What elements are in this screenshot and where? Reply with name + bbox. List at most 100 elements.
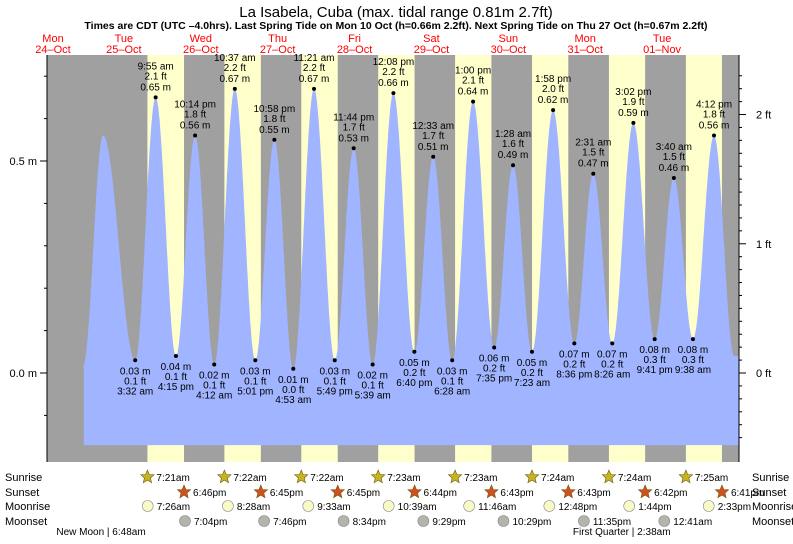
low-tide-point xyxy=(133,358,138,363)
low-tide-feet: 0.1 ft xyxy=(441,376,463,387)
high-tide-time: 10:37 am xyxy=(214,53,256,64)
sunset-icon xyxy=(484,484,499,499)
high-tide-feet: 1.5 ft xyxy=(582,148,604,159)
low-tide-meters: 0.03 m xyxy=(120,366,151,377)
sunset-icon xyxy=(330,484,346,499)
high-tide-time: 11:44 pm xyxy=(333,112,374,123)
low-tide-point xyxy=(291,366,296,371)
sunset-icon xyxy=(560,484,576,499)
moonset-icon xyxy=(497,515,510,527)
sunrise-time: 7:23am xyxy=(387,473,420,484)
sunset-time: 6:45pm xyxy=(270,488,303,499)
low-tide-meters: 0.07 m xyxy=(559,349,590,360)
sunset-time: 6:46pm xyxy=(193,488,226,499)
low-tide-time: 5:39 am xyxy=(355,391,391,402)
sunset-time: 6:43pm xyxy=(577,488,610,499)
high-tide-feet: 1.7 ft xyxy=(422,131,444,142)
high-tide-meters: 0.67 m xyxy=(220,74,251,85)
high-tide-point xyxy=(551,108,556,113)
high-tide-point xyxy=(471,99,476,104)
moonrise-time: 12:48pm xyxy=(558,502,597,513)
low-tide-meters: 0.03 m xyxy=(240,366,271,377)
sunset-icon xyxy=(253,484,269,499)
moonrise-time: 10:39am xyxy=(398,502,437,513)
day-date: 26–Oct xyxy=(183,44,218,56)
high-tide-feet: 1.5 ft xyxy=(663,152,685,163)
y-left-tick-label: 0.0 m xyxy=(9,368,37,380)
moonset-time: 12:41am xyxy=(673,517,712,528)
low-tide-point xyxy=(173,354,178,359)
moonset-time: 11:35pm xyxy=(593,517,631,528)
low-tide-feet: 0.0 ft xyxy=(282,385,304,396)
sunset-icon xyxy=(407,484,422,499)
high-tide-feet: 1.8 ft xyxy=(703,110,725,121)
moonset-time: 10:29pm xyxy=(512,517,551,528)
moonset-icon xyxy=(658,515,671,527)
high-tide-meters: 0.67 m xyxy=(299,74,330,85)
moonset-time: 8:34pm xyxy=(353,517,386,528)
y-left-tick-label: 0.5 m xyxy=(9,156,37,168)
low-tide-time: 8:36 pm xyxy=(556,369,592,380)
high-tide-point xyxy=(153,95,158,100)
low-tide-point xyxy=(332,358,337,363)
sunrise-icon xyxy=(216,469,232,484)
moonset-row-label-left: Moonset xyxy=(5,516,47,528)
high-tide-meters: 0.46 m xyxy=(659,163,690,174)
high-tide-time: 10:58 pm xyxy=(254,104,296,115)
day-date: 29–Oct xyxy=(414,44,449,56)
high-tide-time: 11:21 am xyxy=(294,53,335,64)
low-tide-meters: 0.05 m xyxy=(399,358,430,369)
chart-subtitle: Times are CDT (UTC –4.0hrs). Last Spring… xyxy=(84,20,707,32)
tide-labels: 0.03 m0.1 ft3:32 am9:55 am2.1 ft0.65 m0.… xyxy=(117,53,732,406)
high-tide-meters: 0.55 m xyxy=(259,125,290,136)
y-right-tick-label: 0 ft xyxy=(756,368,771,380)
high-tide-time: 1:58 pm xyxy=(535,74,571,85)
sunrise-time: 7:24am xyxy=(541,473,574,484)
high-tide-feet: 1.6 ft xyxy=(502,139,524,150)
sunrise-row-label-left: Sunrise xyxy=(5,472,42,484)
sunrise-time: 7:23am xyxy=(464,473,497,484)
sunset-icon xyxy=(637,484,653,499)
high-tide-meters: 0.65 m xyxy=(140,82,171,93)
high-tide-point xyxy=(631,120,636,125)
low-tide-point xyxy=(492,345,497,350)
moonset-time: 7:46pm xyxy=(273,517,306,528)
day-name: Mon xyxy=(42,33,63,45)
high-tide-time: 10:14 pm xyxy=(174,100,216,111)
axes: 0.5 m 0.0 m 2 ft 1 ft 0 ft xyxy=(9,55,771,462)
high-tide-feet: 2.2 ft xyxy=(382,67,404,78)
moonrise-icon xyxy=(141,500,154,512)
low-tide-feet: 0.1 ft xyxy=(244,376,266,387)
y-right-tick-label: 1 ft xyxy=(756,239,771,251)
high-tide-meters: 0.56 m xyxy=(699,121,730,132)
day-name: Tue xyxy=(115,33,134,45)
day-name: Fri xyxy=(348,33,361,45)
sunrise-time: 7:25am xyxy=(695,473,728,484)
low-tide-time: 4:15 pm xyxy=(158,382,194,393)
moonrise-icon xyxy=(702,500,715,512)
low-tide-meters: 0.05 m xyxy=(517,358,548,369)
low-tide-point xyxy=(529,349,534,354)
low-tide-feet: 0.3 ft xyxy=(682,355,704,366)
low-tide-feet: 0.3 ft xyxy=(644,355,666,366)
low-tide-point xyxy=(652,337,657,342)
high-tide-feet: 1.9 ft xyxy=(622,97,644,108)
high-tide-meters: 0.53 m xyxy=(338,133,369,144)
low-tide-feet: 0.2 ft xyxy=(521,368,543,379)
day-name: Sun xyxy=(499,33,519,45)
high-tide-time: 12:08 pm xyxy=(373,57,415,68)
sunrise-icon xyxy=(524,469,540,484)
low-tide-meters: 0.08 m xyxy=(678,345,709,356)
day-date: 25–Oct xyxy=(106,44,141,56)
moon-phase-notes: New Moon | 6:48am First Quarter | 2:38am xyxy=(56,527,670,538)
moonrise-icon xyxy=(543,500,556,512)
sunrise-time: 7:22am xyxy=(233,473,266,484)
high-tide-point xyxy=(591,171,596,176)
moonset-icon xyxy=(417,515,430,527)
y-right-tick-label: 2 ft xyxy=(756,110,771,122)
moonrise-time: 2:33pm xyxy=(718,502,751,513)
sunset-row-label-right: Sunset xyxy=(752,487,786,499)
sunrise-row-label-right: Sunrise xyxy=(752,472,789,484)
low-tide-point xyxy=(253,358,258,363)
low-tide-time: 6:28 am xyxy=(434,386,470,397)
